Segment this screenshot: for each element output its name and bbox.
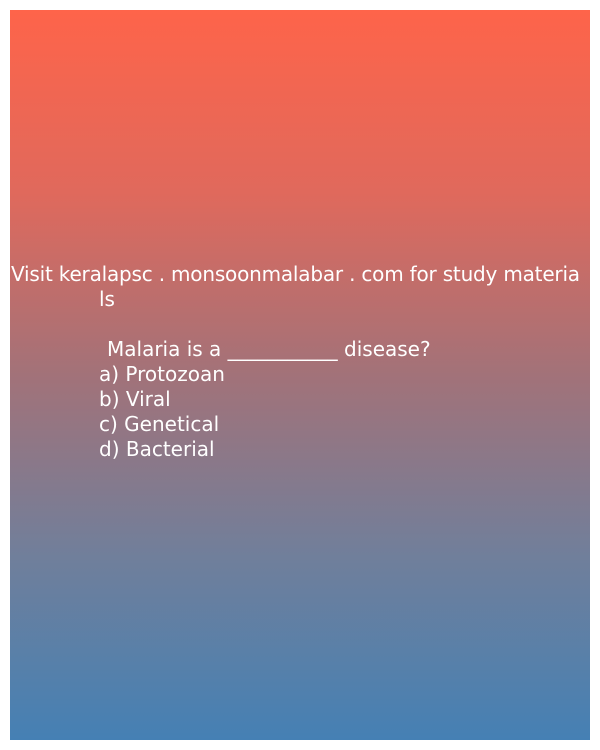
question-text: Malaria is a ___________ disease?	[107, 337, 431, 361]
quiz-card: Visit keralapsc . monsoonmalabar . com f…	[10, 10, 590, 740]
option-d: d) Bacterial	[99, 437, 215, 461]
promo-text-line-2: ls	[99, 287, 115, 311]
option-c: c) Genetical	[99, 412, 220, 436]
option-a: a) Protozoan	[99, 362, 225, 386]
promo-text-line-1: Visit keralapsc . monsoonmalabar . com f…	[11, 262, 580, 286]
spacer	[10, 312, 590, 337]
quiz-text-block: Visit keralapsc . monsoonmalabar . com f…	[10, 262, 590, 462]
option-b: b) Viral	[99, 387, 171, 411]
